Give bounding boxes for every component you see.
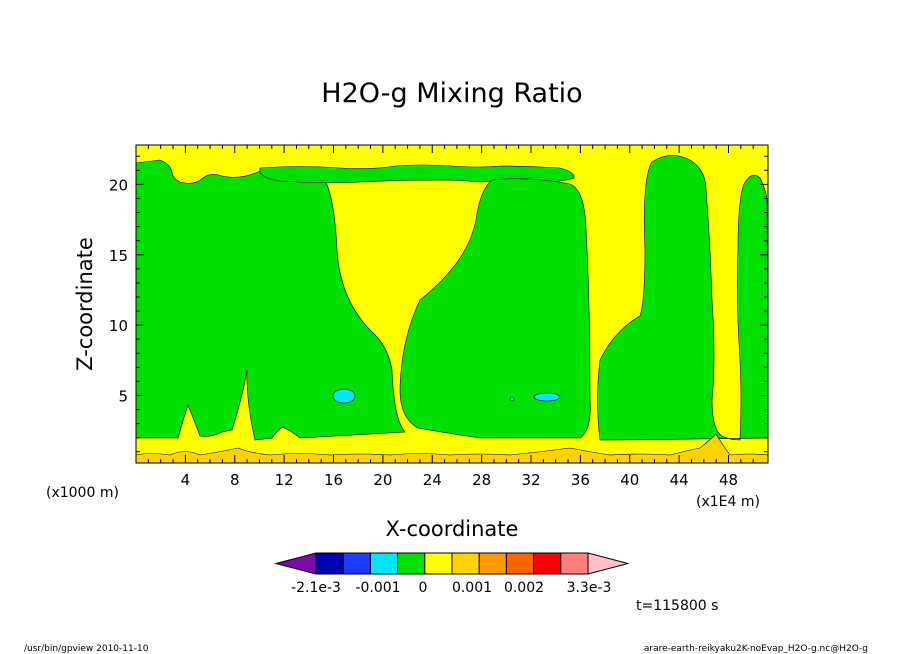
plot-frame [135,144,769,464]
x-tick-label: 16 [324,471,343,489]
colorbar-swatch [424,552,453,575]
time-label: t=115800 s [636,598,718,614]
x-tick-label: 36 [571,471,590,489]
x-tick-label: 40 [620,471,639,489]
colorbar-tick-label: 3.3e-3 [567,580,612,596]
colorbar-swatch [315,552,344,575]
colorbar-extend-max [587,552,630,575]
x-tick-label: 8 [230,471,240,489]
x-tick-label: 12 [275,471,294,489]
x-tick-label: 28 [472,471,491,489]
colorbar-swatch [478,552,507,575]
contour-orange-band [135,433,769,464]
contour-cyan-spot-3 [509,397,515,401]
colorbar-swatch [369,552,399,575]
colorbar-swatch [451,552,480,575]
footer-right: arare-earth-reikyaku2K-noEvap_H2O-g.nc@H… [644,644,868,654]
y-unit-label: (x1000 m) [46,485,119,501]
y-axis-title: Z-coordinate [73,237,97,371]
x-tick-label: 32 [521,471,540,489]
chart-title: H2O-g Mixing Ratio [321,78,582,109]
y-tick-label: 20 [109,176,128,194]
colorbar-tick-label: 0.001 [452,580,492,596]
x-tick-label: 20 [373,471,392,489]
contour-cyan-spot-1 [332,388,356,404]
x-tick-label: 24 [423,471,442,489]
colorbar-swatch [342,552,371,575]
x-tick-label: 4 [181,471,191,489]
contour-green-region-3 [399,178,591,439]
footer-left: /usr/bin/gpview 2010-11-10 [24,644,149,654]
x-tick-label: 44 [670,471,689,489]
colorbar-swatch [533,552,562,575]
x-axis-title: X-coordinate [386,517,519,541]
contour-green-region-4 [597,155,769,441]
colorbar-swatch [560,552,589,575]
contour-cyan-spot-2 [533,392,561,402]
x-unit-label: (x1E4 m) [696,494,760,510]
y-tick-label: 10 [109,317,128,335]
y-tick-label: 5 [118,387,128,405]
colorbar-tick-label: -2.1e-3 [291,580,341,596]
y-axis-ticks: 5 10 15 20 [109,155,768,453]
colorbar-extend-min [274,552,317,575]
x-axis-ticks: 4 8 12 16 20 24 28 32 36 40 44 48 [147,145,754,489]
colorbar-tick-label: 0.002 [504,580,544,596]
y-tick-label: 15 [109,247,128,265]
colorbar-swatch [505,552,535,575]
colorbar: -2.1e-3 -0.001 0 0.001 0.002 3.3e-3 [274,552,630,596]
contour-green-region-2 [259,164,575,184]
contour-green-region-1 [135,159,406,441]
colorbar-tick-label: -0.001 [355,580,400,596]
colorbar-tick-label: 0 [419,580,428,596]
x-tick-label: 48 [719,471,738,489]
colorbar-swatch [397,552,426,575]
